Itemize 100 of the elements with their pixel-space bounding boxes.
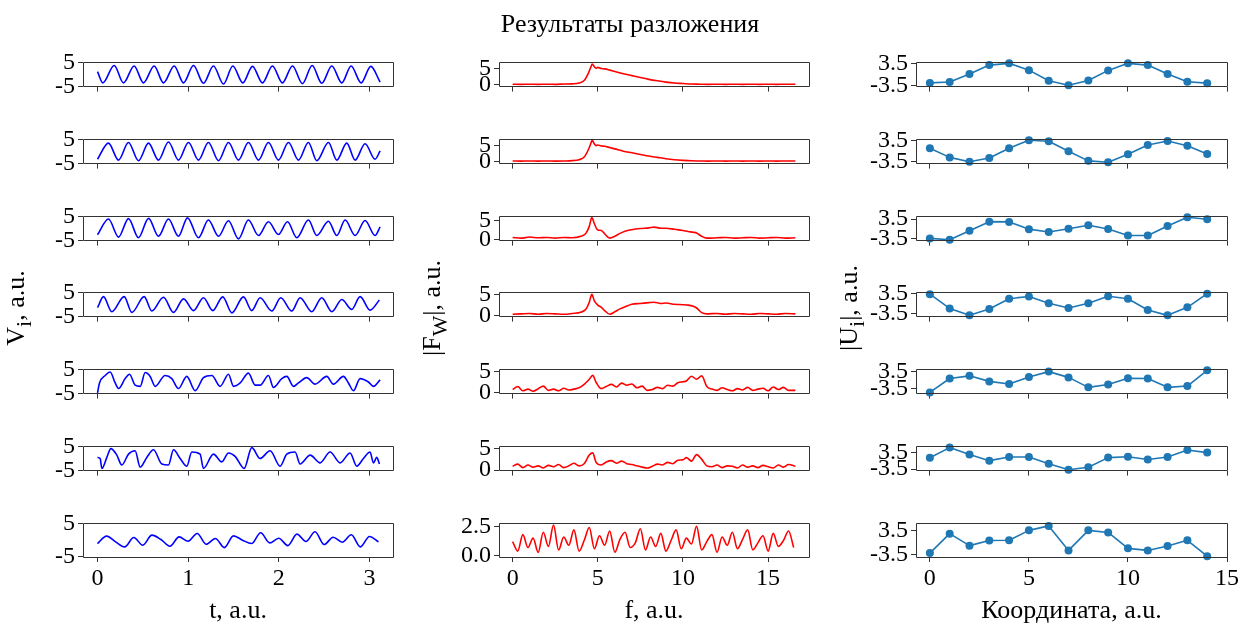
y-tick-label: -5	[55, 542, 75, 569]
point	[945, 78, 954, 87]
line-series	[511, 139, 797, 162]
point	[1203, 150, 1212, 159]
point	[1143, 140, 1152, 149]
line-series	[96, 295, 381, 314]
line-series	[96, 531, 380, 549]
point	[985, 61, 994, 70]
point	[1024, 452, 1033, 461]
y-tick-label: 0.0	[461, 541, 491, 568]
point	[1203, 552, 1212, 561]
point	[1143, 61, 1152, 70]
point	[925, 453, 934, 462]
point	[1143, 305, 1152, 314]
point	[1143, 455, 1152, 464]
point	[1044, 521, 1053, 530]
point	[1064, 147, 1073, 156]
y-tick-label: -5	[55, 455, 75, 482]
point	[1104, 292, 1113, 301]
point	[985, 154, 994, 163]
point	[1163, 541, 1172, 550]
y-tick-label: -5	[55, 378, 75, 405]
y-tick-label: 5	[63, 277, 75, 304]
point	[1064, 304, 1073, 313]
point	[1044, 459, 1053, 468]
point	[945, 529, 954, 538]
point	[1064, 546, 1073, 555]
point	[985, 456, 994, 465]
point	[1183, 382, 1192, 391]
chart-title: Результаты разложения	[500, 9, 760, 39]
point	[1203, 448, 1212, 457]
point	[925, 144, 934, 153]
point	[1044, 299, 1053, 308]
point	[1163, 452, 1172, 461]
point	[1084, 383, 1093, 392]
point	[1123, 231, 1132, 240]
point	[1143, 546, 1152, 555]
point	[1183, 303, 1192, 312]
point	[1123, 294, 1132, 303]
point	[1104, 453, 1113, 462]
line-series	[511, 452, 797, 469]
x-axis-title: Координата, a.u.	[981, 595, 1162, 625]
x-axis-title: t, a.u.	[209, 595, 267, 625]
point	[1183, 77, 1192, 86]
x-tick-label: 10	[670, 563, 695, 590]
x-tick-label: 0	[91, 563, 104, 590]
x-tick-label: 5	[1022, 563, 1035, 590]
point	[1104, 224, 1113, 233]
y-tick-label: -5	[55, 301, 75, 328]
y-tick-label: 2.5	[461, 511, 491, 538]
point	[1064, 373, 1073, 382]
point	[1005, 217, 1014, 226]
point	[1005, 294, 1014, 303]
point	[1203, 215, 1212, 224]
x-tick-label: 0	[506, 563, 519, 590]
point	[1163, 222, 1172, 231]
point	[1163, 69, 1172, 78]
point	[925, 234, 934, 243]
line-series	[511, 524, 795, 554]
point	[1104, 380, 1113, 389]
point	[945, 153, 954, 162]
point	[965, 541, 974, 550]
line-series	[96, 141, 381, 162]
point	[1084, 299, 1093, 308]
x-tick-label: 3	[363, 563, 376, 590]
point	[1203, 289, 1212, 298]
y-tick-label: 5	[63, 201, 75, 228]
point	[1123, 150, 1132, 159]
point	[1024, 136, 1033, 145]
x-tick-label: 10	[1115, 563, 1140, 590]
line-series	[511, 293, 797, 316]
point	[1123, 452, 1132, 461]
point	[925, 78, 934, 87]
point	[1163, 383, 1172, 392]
point	[1104, 66, 1113, 75]
point	[1123, 374, 1132, 383]
x-tick-label: 0	[923, 563, 936, 590]
y-tick-label: 3.5	[878, 515, 908, 542]
point	[1024, 526, 1033, 535]
point	[965, 226, 974, 235]
point	[1104, 528, 1113, 537]
point	[965, 69, 974, 78]
point	[985, 536, 994, 545]
point	[1084, 156, 1093, 165]
point	[985, 305, 994, 314]
point	[1163, 136, 1172, 145]
point	[1044, 76, 1053, 85]
point	[1104, 158, 1113, 167]
y-tick-label: 3.5	[878, 278, 908, 305]
point	[1005, 144, 1014, 153]
point	[1024, 372, 1033, 381]
line-series	[96, 371, 381, 394]
point	[1123, 59, 1132, 68]
point	[1203, 366, 1212, 375]
line-series	[511, 63, 797, 86]
point	[965, 371, 974, 380]
point	[925, 290, 934, 299]
point	[1064, 224, 1073, 233]
point	[1143, 374, 1152, 383]
line-series	[511, 216, 797, 239]
